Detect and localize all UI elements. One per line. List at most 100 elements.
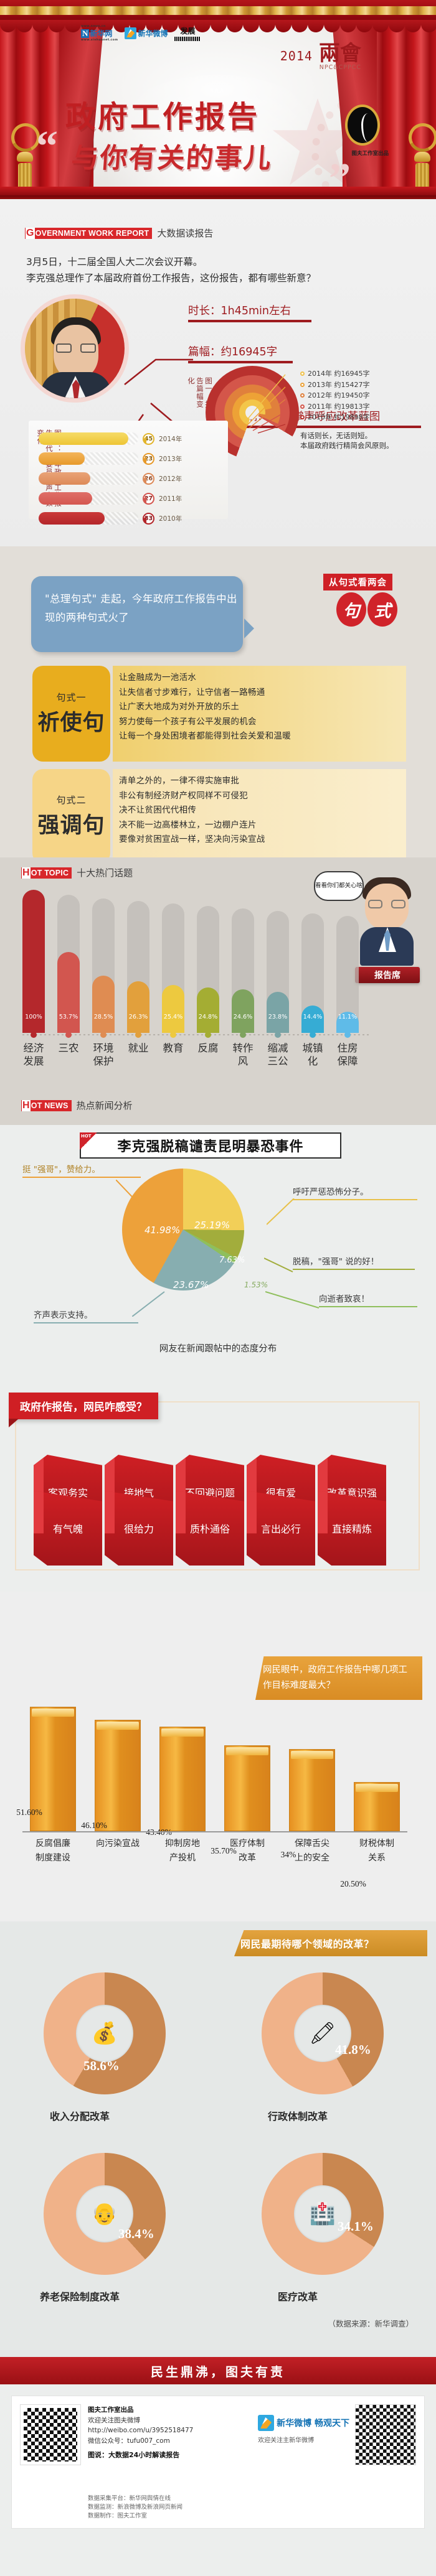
- group2-item-4: 决不能一边高楼林立，一边棚户连片: [119, 819, 257, 830]
- xinhuanet-url-bottom: www.xinhuanet.com: [81, 39, 118, 42]
- pie-leader-5: 齐声表示支持。: [34, 1308, 138, 1323]
- cartoon-tie: [384, 930, 391, 951]
- section3-tag: H OT TOPIC: [21, 867, 72, 879]
- xinhua-weibo-logo[interactable]: 新华微博: [125, 27, 168, 39]
- topic-value-7: 24.6%: [233, 1014, 253, 1020]
- donut-name-1: 收入分配改革: [49, 2111, 110, 2122]
- pie-value-3: 7.63%: [219, 1256, 245, 1265]
- note-line-2: 本届政府践行精简会风原则。: [300, 441, 394, 450]
- applause-row: 27 2011年: [39, 490, 220, 506]
- pie-label-5: 齐声表示支持。: [34, 1310, 93, 1320]
- donut-value-1: 58.6%: [83, 2058, 120, 2073]
- difficulty-label-5a: 保障舌尖: [295, 1839, 329, 1849]
- legend-row: 2013年 约15427字: [300, 380, 369, 391]
- donut-admin-reform: 🖍 41.8%: [262, 1972, 384, 2094]
- footer-line-3[interactable]: http://weibo.com/u/3952518477: [88, 2427, 194, 2434]
- difficulty-value-5: 34%: [280, 1850, 296, 1859]
- section1-tag-capital: G: [26, 227, 35, 239]
- speech-bubble: "总理句式" 走起，今年政府工作报告中出现的两种句式火了: [31, 576, 254, 652]
- difficulty-label-6b: 关系: [368, 1853, 386, 1863]
- topic-value-6: 24.8%: [198, 1014, 218, 1020]
- xinhuanet-logo[interactable]: www.news.cn N 新华网 www.xinhuanet.com: [81, 25, 118, 42]
- section3-header: H OT TOPIC 十大热门话题: [21, 866, 133, 879]
- report-length-legend: 2014年 约16945字 2013年 约15427字 2012年 约19450…: [300, 368, 369, 423]
- pie-label-4: 向逝者致哀！: [319, 1294, 369, 1304]
- topic-label-5a: 教育: [163, 1042, 184, 1054]
- donut-name-3: 养老保险制度改革: [39, 2291, 120, 2303]
- reform-question: 网民最期待哪个领域的改革？: [234, 1930, 427, 1956]
- pie-leader-3: 脱稿，"强哥" 说的好！: [293, 1254, 415, 1270]
- donut-name-2: 行政体制改革: [267, 2111, 328, 2122]
- premier-cartoon: 看看你们都关心啥 报告席: [314, 871, 421, 983]
- topic-label-9a: 城镇: [302, 1042, 323, 1054]
- curtain-scallops: [0, 20, 436, 32]
- applause-value-2013: 23: [144, 455, 153, 462]
- difficulty-label-3a: 抑制房地: [165, 1839, 200, 1849]
- section1-header: G OVERNMENT WORK REPORT 大数据读报告: [25, 226, 213, 240]
- footer-card: 图夫工作室出品 欢迎关注图夫微博 http://weibo.com/u/3952…: [11, 2396, 425, 2529]
- footer-qr-right[interactable]: [355, 2404, 416, 2465]
- topic-label-3a: 环境: [93, 1042, 114, 1054]
- difficulty-label-3b: 产投机: [169, 1853, 196, 1863]
- difficulty-value-6: 20.50%: [340, 1879, 366, 1888]
- weibo-qr-code[interactable]: [20, 2404, 81, 2465]
- section4-tag-text: OT NEWS: [31, 1101, 69, 1110]
- difficulty-value-3: 43.40%: [131, 1827, 187, 1837]
- topic-label-6a: 反腐: [197, 1042, 219, 1054]
- section-netizen-impressions: 政府作报告，网民咋感受？ 客观务实 接地气 不回避问题 很有爱 改革意识强 有气…: [0, 1380, 436, 1592]
- stamp-icon: 🖍: [309, 2021, 336, 2046]
- impression-block: 质朴通俗: [176, 1491, 244, 1566]
- topic-label-2a: 三农: [58, 1042, 79, 1054]
- wechat-qr-code[interactable]: [355, 2404, 416, 2465]
- footer-credits: 数据采集平台：新华网舆情在线 数据监测：新浪微博及新浪网页新闻 数据制作：图夫工…: [88, 2494, 182, 2521]
- weibo-badge-icon: [125, 27, 137, 39]
- difficulty-label-6a: 财税体制: [359, 1839, 394, 1849]
- group2-item-2: 非公有制经济财产权同样不可侵犯: [119, 790, 248, 801]
- donut-pension-reform: 👴 38.4%: [44, 2153, 166, 2275]
- section4-title: 热点新闻分析: [76, 1100, 133, 1111]
- stat-length: 篇幅：约16945字: [188, 343, 293, 363]
- section-reform-donuts: 网民最期待哪个领域的改革？ 💰 58.6% 收入分配改革 🖍 41.8% 行政体…: [0, 1921, 436, 2357]
- impression-9: 言出必行: [260, 1523, 301, 1536]
- fazhan-luntan-logo[interactable]: 发展: [174, 26, 201, 41]
- topic-label-4a: 就业: [128, 1042, 149, 1054]
- quote-open-icon: “: [36, 123, 58, 170]
- pie-leader-2: 呼吁严惩恐怖分子。: [293, 1185, 417, 1200]
- curtain-tassel-right: [405, 119, 436, 195]
- pie-value-1: 41.98%: [145, 1225, 181, 1236]
- difficulty-label-2a: 向污染宣战: [96, 1839, 140, 1849]
- cartoon-head: [365, 884, 409, 930]
- section-big-data: G OVERNMENT WORK REPORT 大数据读报告 3月5日，十二届全国…: [0, 199, 436, 546]
- group2-badge: 句式二 强调句: [32, 769, 110, 864]
- legend-dot-2011: [300, 404, 305, 409]
- section1-title: 大数据读报告: [157, 228, 214, 239]
- stat-duration-text: 时长：1h45min左右: [188, 305, 291, 317]
- footer-follow-text: 欢迎关注主新华微博: [258, 2437, 315, 2444]
- legend-label-2011: 2011年 约19813字: [308, 402, 370, 411]
- topic-label-7b: 风: [237, 1055, 249, 1067]
- jushi-seal: 句 式: [336, 592, 397, 627]
- section-sentence-styles: "总理句式" 走起，今年政府工作报告中出现的两种句式火了 从句式看两会 句 式 …: [0, 546, 436, 864]
- coins-icon: 💰: [91, 2021, 118, 2046]
- topic-value-5: 25.4%: [163, 1014, 183, 1020]
- topic-label-1a: 经济: [23, 1042, 44, 1054]
- pie-caption: 网友在新闻跟帖中的态度分布: [159, 1344, 277, 1354]
- group1-value: 祈使句: [37, 711, 105, 735]
- footer-title-line: 图说：大数据24小时解读报告: [88, 2451, 180, 2459]
- xinhuanet-name: 新华网: [90, 29, 113, 38]
- group2-item-3: 决不让贫困代代相传: [119, 805, 197, 815]
- elderly-couple-icon: 👴: [91, 2201, 118, 2226]
- impression-block: 有气魄: [34, 1491, 102, 1566]
- credit-3: 数据制作：图夫工作室: [88, 2513, 148, 2519]
- applause-row: 45 2014年: [39, 431, 220, 447]
- group2-list: 清单之外的，一律不得实施审批 非公有制经济财产权同样不可侵犯 决不让贫困代代相传…: [113, 769, 406, 864]
- fazhan-name: 发展: [180, 27, 196, 35]
- group1-item-5: 让每一个身处困境者都能得到社会关爱和温暖: [119, 731, 291, 741]
- group2-value: 强调句: [37, 813, 105, 838]
- credit-1: 数据采集平台：新华网舆情在线: [88, 2495, 171, 2502]
- pie-label-2: 呼吁严惩恐怖分子。: [293, 1187, 369, 1197]
- topic-value-10: 11.1%: [338, 1014, 358, 1020]
- donut-medical-reform: 🏥 34.1%: [262, 2153, 384, 2275]
- topic-value-3: 28.5%: [93, 1014, 113, 1020]
- footer-banner: 民生鼎沸，图夫有责: [0, 2357, 436, 2384]
